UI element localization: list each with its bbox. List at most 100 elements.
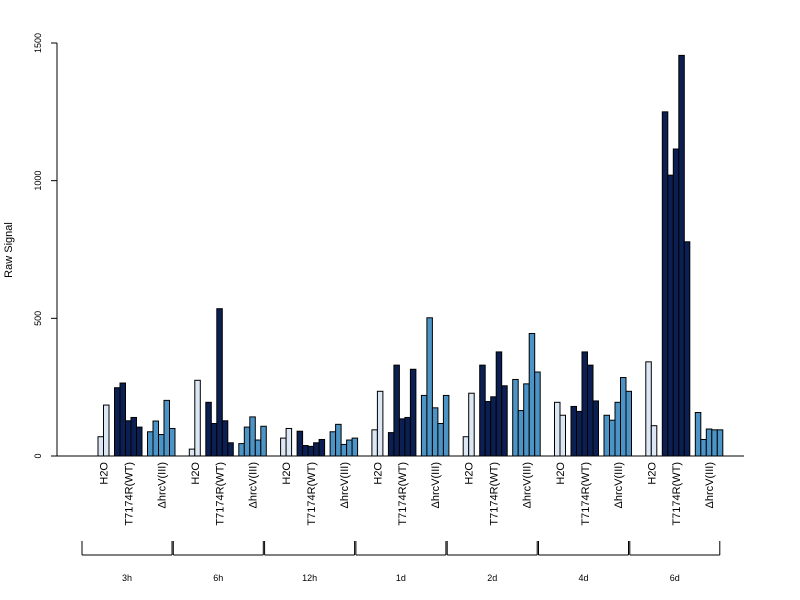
bar [650,425,658,457]
group-label: H2O [555,462,567,485]
bar [431,407,439,457]
bar [340,443,348,457]
bar [517,410,525,457]
group-label: T7174R(WT) [580,462,592,526]
bar [136,426,143,457]
bar [570,405,577,457]
group-label: T7174R(WT) [215,462,227,526]
bar [495,351,503,457]
group-label: ΔhrcV(III) [430,462,442,508]
group-label: H2O [190,462,202,485]
bar [260,425,267,457]
bar [249,416,256,457]
bar [554,401,561,457]
group-label: H2O [99,462,111,485]
bar [672,148,680,457]
bar [227,442,234,457]
bar [194,379,201,457]
bar [371,429,378,457]
bar [625,390,632,457]
group-label: H2O [372,462,384,485]
bar [716,429,724,457]
group-label: T7174R(WT) [123,462,135,526]
bar [393,364,400,457]
group-label: ΔhrcV(III) [704,462,716,508]
timepoint-label: 1d [396,573,406,583]
bar [442,394,450,457]
bar [587,364,594,457]
group-label: H2O [646,462,658,485]
y-tick-label: 500 [33,311,43,326]
bar [437,423,444,457]
bar [614,401,621,457]
bar [307,445,315,457]
bar [280,437,287,457]
y-tick-label: 0 [33,453,43,458]
bar [559,414,566,457]
bar [409,368,417,457]
bar [351,437,359,457]
group-label: T7174R(WT) [397,462,409,526]
group-label: H2O [281,462,293,485]
bar [609,419,616,457]
bar [490,396,497,457]
bar [534,371,541,457]
timepoint-label: 6d [670,573,680,583]
bar [329,431,337,457]
bar [387,432,395,457]
bar [711,429,718,457]
bar [603,414,610,457]
bar [285,427,293,457]
bar [376,390,384,457]
bar [576,410,583,457]
bar [667,174,674,457]
bar [501,385,508,457]
group-label: ΔhrcV(III) [156,462,168,508]
bar [169,427,176,457]
timepoint-axis: 3h 6h 12h 1d 2d 4d 6d [81,541,721,583]
bar [302,445,309,457]
group-label: ΔhrcV(III) [248,462,260,508]
timepoint-label: 3h [122,573,132,583]
group-label: ΔhrcV(III) [613,462,625,508]
y-axis: 0 500 1000 1500 [33,33,58,459]
timepoint-label: 2d [487,573,497,583]
bar [468,392,475,457]
y-tick-label: 1500 [33,33,43,53]
bar [125,420,132,457]
bar [254,439,262,457]
bar [147,431,154,457]
bar [221,420,229,457]
y-tick-label: 1000 [33,171,43,191]
bar [313,442,320,457]
group-label: T7174R(WT) [488,462,500,526]
bar [426,317,433,457]
bar [398,418,406,457]
bar [581,351,588,457]
bar [152,420,159,457]
bar [484,400,492,457]
group-label: H2O [464,462,476,485]
bar [103,404,110,457]
bar [700,438,707,457]
bar [119,382,126,457]
bar [678,54,685,457]
bar [188,448,196,457]
bar [216,308,223,457]
bar [158,434,165,457]
bar [661,111,669,457]
bar [592,400,599,457]
bar [238,443,245,457]
group-label: ΔhrcV(III) [339,462,351,508]
timepoint-label: 4d [578,573,588,583]
bar [420,394,428,457]
y-axis-label: Raw Signal [3,222,15,278]
bar [523,383,530,457]
bar [620,377,627,457]
group-label: T7174R(WT) [306,462,318,526]
bar [479,364,486,457]
bar [404,416,411,457]
group-labels: H2O T7174R(WT) ΔhrcV(III) H2O T7174R(WT) Δhrc… [99,462,717,526]
bar [296,430,304,457]
